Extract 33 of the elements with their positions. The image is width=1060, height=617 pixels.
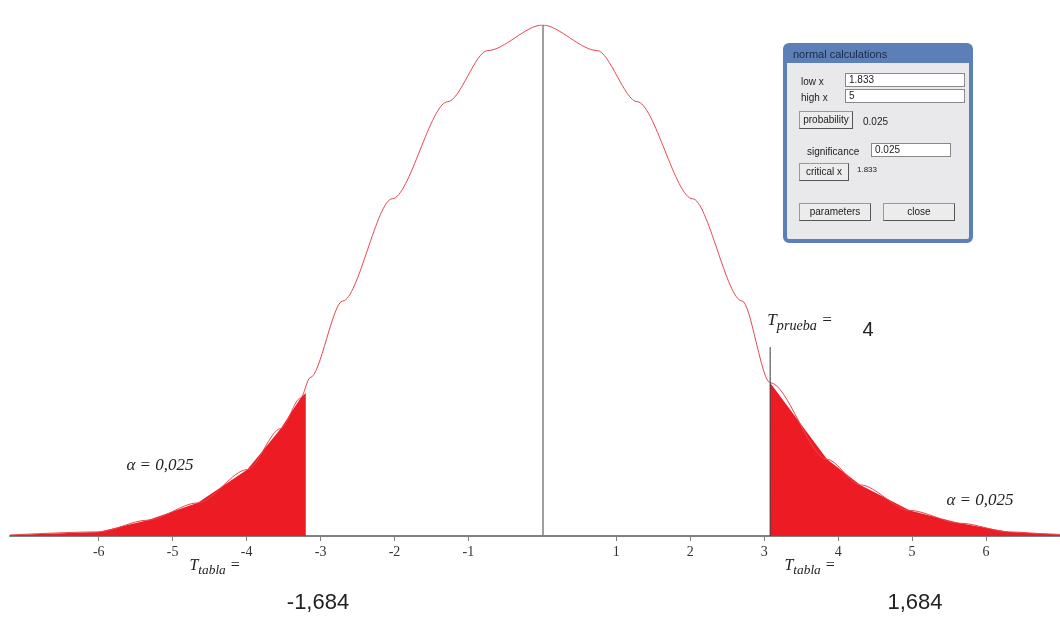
text: -1,684 <box>286 589 350 615</box>
x-tick-label: -4 <box>240 543 253 559</box>
annotation: 0.025 <box>871 143 951 157</box>
x-tick-label: 6 <box>982 543 990 559</box>
x-tick-label: 2 <box>686 543 694 559</box>
annotation: α = 0,025 <box>126 455 194 475</box>
text: T$_{tabla}$ = <box>784 555 836 579</box>
x-tick-label: -3 <box>314 543 327 559</box>
x-tick-label: -6 <box>92 543 105 559</box>
x-tick-label: -1 <box>462 543 475 559</box>
x-tick-label: 4 <box>834 543 842 559</box>
x-tick-label: 5 <box>908 543 916 559</box>
annotation: 5 <box>845 89 965 103</box>
x-tick-label: -5 <box>166 543 179 559</box>
annotation: high x <box>801 91 828 105</box>
annotation: α = 0,025 <box>946 490 1014 510</box>
annotation: close <box>883 203 955 221</box>
text: T$_{tabla}$ = <box>189 555 241 579</box>
annotation: significance <box>807 145 860 159</box>
x-tick-label: 1 <box>612 543 620 559</box>
text: 1,684 <box>887 589 943 615</box>
x-tick-label: 3 <box>760 543 768 559</box>
annotation: 1.833 <box>857 164 878 176</box>
annotation: probability <box>799 111 853 129</box>
annotation: low x <box>801 75 824 89</box>
annotation: critical x <box>799 163 849 181</box>
annotation: 0.025 <box>863 115 889 129</box>
annotation: normal calculations <box>793 47 888 61</box>
annotation: T$_{prueba}$ = <box>767 310 833 334</box>
annotation: 1.833 <box>845 73 965 87</box>
annotation: parameters <box>799 203 871 221</box>
annotation: 4 <box>862 317 874 341</box>
x-tick-label: -2 <box>388 543 401 559</box>
